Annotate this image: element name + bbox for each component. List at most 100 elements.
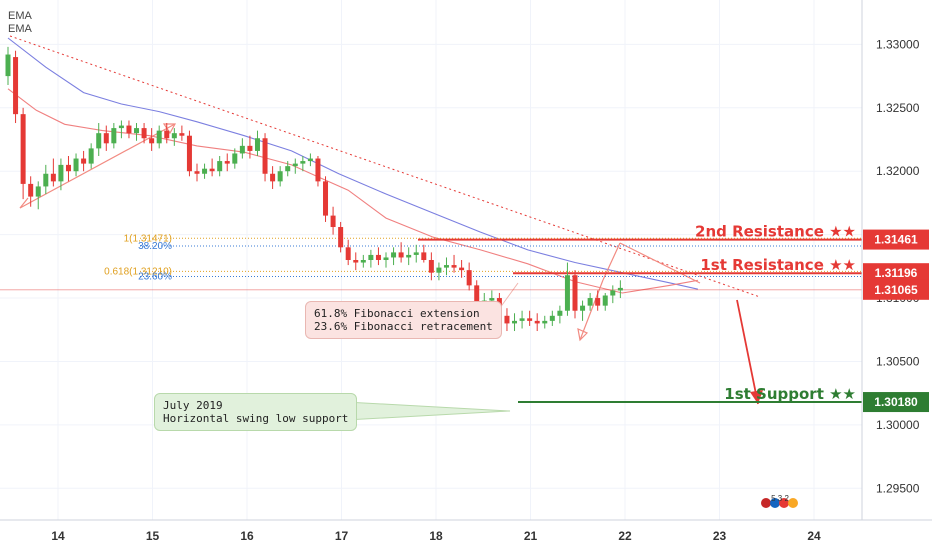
candle-body (254, 138, 260, 151)
july-annotation-line-1: July 2019 (163, 399, 223, 412)
candle-body (262, 138, 268, 174)
price-tick-labels: 1.295001.300001.305001.310001.315001.320… (876, 37, 920, 495)
candle-body (474, 285, 480, 304)
candle-body (534, 320, 540, 324)
candle-body (504, 315, 510, 324)
level-name: 1st Support ★★ (724, 385, 856, 403)
candle-body (103, 133, 109, 144)
candle-body (459, 267, 465, 271)
candle-body (194, 171, 200, 174)
candle-body (134, 128, 140, 134)
candle-body (443, 265, 449, 268)
candle-body (5, 54, 11, 77)
y-tick-label: 1.30500 (876, 354, 920, 368)
candle-body (360, 260, 366, 263)
fib-level-label: 0.618(1.31210) (104, 266, 172, 277)
candle-body (315, 158, 321, 182)
candle-body (202, 168, 208, 174)
current-price-tag (863, 279, 929, 300)
candle-body (368, 254, 374, 260)
candle-body (118, 125, 124, 129)
flag-badge-icon[interactable]: 5 3 2 (760, 492, 800, 514)
candle-body (35, 186, 41, 197)
candle-body (345, 247, 351, 260)
ema-legend-2[interactable]: EMA (8, 23, 32, 35)
dotted-trendline (9, 35, 761, 298)
candle-body (300, 161, 306, 164)
candle-body (602, 295, 608, 306)
price-axis-background (862, 0, 932, 520)
candle-body (73, 158, 79, 172)
x-tick-label: 18 (429, 529, 443, 543)
fib-level-label: 1(1.31471) (124, 233, 172, 244)
candle-body (353, 260, 359, 263)
ema-legend-1[interactable]: EMA (8, 10, 32, 22)
candle-body (239, 145, 245, 154)
candle-body (285, 166, 291, 172)
y-tick-label: 1.32500 (876, 101, 920, 115)
grid (0, 0, 862, 520)
fibonacci-levels: 1(1.31471)38.20% 0.618(1.31210)23.60% (104, 233, 862, 282)
level-price-label: 1.31461 (874, 233, 918, 247)
candle-body (307, 158, 313, 162)
july-annotation-line-2: Horizontal swing low support (163, 412, 349, 425)
candle-body (406, 254, 412, 258)
time-axis-background (0, 520, 932, 550)
candle-body (519, 318, 525, 321)
candle-body (466, 270, 472, 286)
candle-body (572, 275, 578, 311)
candle-body (383, 257, 389, 260)
july-support-callout: July 2019 Horizontal swing low support (154, 393, 358, 431)
candle-body (292, 163, 298, 167)
candle-body (557, 310, 563, 316)
candle-body (595, 298, 601, 306)
support-resistance-levels: 2nd Resistance ★★ 1st Resistance ★★ 1st Su… (0, 223, 862, 404)
candle-body (20, 114, 26, 184)
candle-body (224, 161, 230, 164)
candle-body (50, 173, 56, 182)
candle-body (156, 130, 162, 144)
x-tick-label: 23 (713, 529, 727, 543)
candle-body (43, 173, 49, 187)
fib-level-label: 38.20% (138, 241, 172, 252)
ema-slow-line (7, 37, 699, 290)
y-tick-label: 1.32000 (876, 164, 920, 178)
candle-body (542, 320, 548, 324)
candle-body (164, 130, 170, 139)
time-tick-labels: 14 15 16 17 18 21 22 23 24 (51, 529, 821, 543)
candle-body (149, 138, 155, 144)
candle-body (171, 133, 177, 139)
candle-body (88, 148, 94, 164)
fib-leg-3-head (577, 327, 589, 342)
candle-body (338, 227, 344, 248)
candle-body (580, 305, 586, 311)
candle-body (13, 57, 19, 115)
flag-badge-text: 5 3 2 (771, 494, 789, 503)
candle-body (617, 287, 623, 291)
candle-body (126, 125, 132, 134)
x-tick-label: 21 (524, 529, 538, 543)
candle-body (451, 265, 457, 268)
level-price-label: 1.31196 (875, 266, 918, 280)
candle-body (323, 181, 329, 216)
price-tags: 1.31461 1.31196 1.30180 1.31065 (863, 229, 929, 413)
candle-body (270, 173, 276, 182)
x-tick-label: 14 (51, 529, 65, 543)
candle-body (428, 260, 434, 273)
trend-arrow-down-tick (19, 197, 29, 209)
candle-body (489, 298, 495, 301)
level-price-tag (863, 229, 929, 250)
candle-body (186, 135, 192, 172)
fib-annotation-line-1: 61.8% Fibonacci extension (314, 307, 480, 320)
candle-body (436, 267, 442, 273)
ema-fast-line (7, 88, 698, 294)
candle-body (247, 145, 253, 151)
candle-body (232, 153, 238, 164)
candle-body (217, 161, 223, 172)
candle-body (391, 252, 397, 258)
candle-body (421, 252, 427, 260)
candle-body (141, 128, 147, 139)
x-tick-label: 15 (146, 529, 160, 543)
